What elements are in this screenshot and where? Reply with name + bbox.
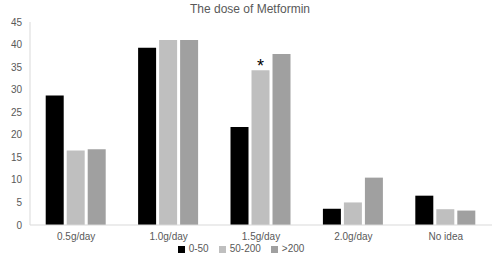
svg-text:0.5g/day: 0.5g/day — [57, 231, 95, 242]
svg-text:1.5g/day: 1.5g/day — [242, 231, 280, 242]
svg-text:10: 10 — [11, 174, 23, 185]
svg-text:0: 0 — [16, 220, 22, 231]
svg-text:30: 30 — [11, 84, 23, 95]
svg-text:1.0g/day: 1.0g/day — [149, 231, 187, 242]
svg-text:35: 35 — [11, 62, 23, 73]
html-text:0-50: 0-50 — [188, 243, 209, 254]
svg-text:45: 45 — [11, 17, 23, 28]
svg-text:5: 5 — [16, 197, 22, 208]
svg-text:25: 25 — [11, 107, 23, 118]
html-text:>200: >200 — [281, 243, 305, 254]
html-text:50-200: 50-200 — [229, 243, 261, 254]
svg-text:No idea: No idea — [429, 231, 464, 242]
svg-text:*: * — [257, 56, 264, 76]
svg-text:15: 15 — [11, 152, 23, 163]
svg-text:2.0g/day: 2.0g/day — [334, 231, 372, 242]
svg-text:20: 20 — [11, 129, 23, 140]
html-text:The dose of Metformin: The dose of Metformin — [190, 2, 310, 16]
svg-text:40: 40 — [11, 39, 23, 50]
